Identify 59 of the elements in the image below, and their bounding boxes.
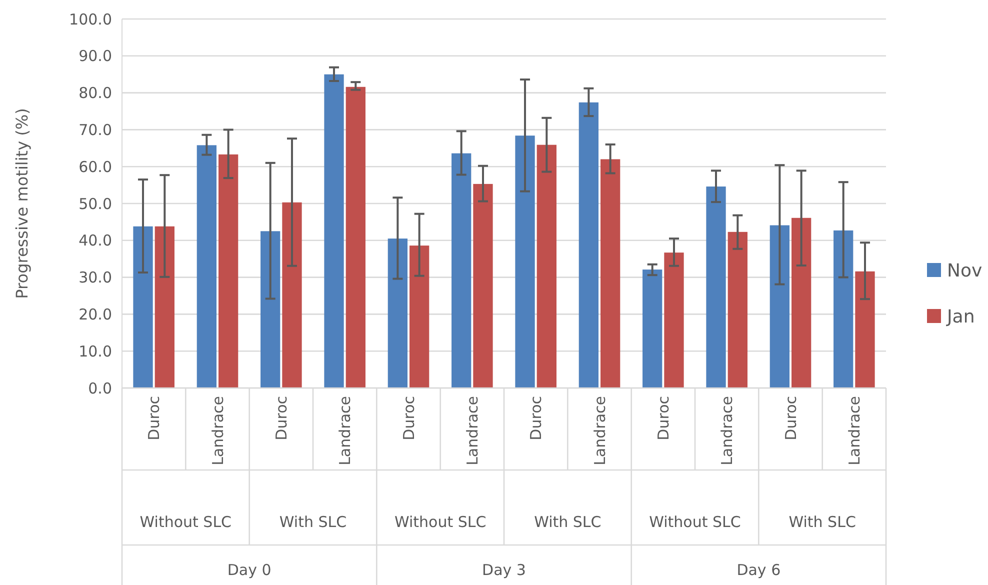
x-tick-label: Duroc	[782, 396, 800, 440]
bar	[133, 226, 153, 388]
text: With SLC	[534, 513, 602, 531]
bar	[282, 202, 302, 388]
bar	[600, 159, 620, 388]
bar	[515, 136, 535, 388]
bar	[154, 226, 174, 388]
y-tick-label: 30.0	[78, 268, 112, 287]
bar	[855, 271, 875, 388]
bar	[473, 184, 493, 388]
x-tick-label: Duroc	[272, 396, 290, 440]
x-tick-label: Landrace	[590, 396, 609, 466]
legend-label: Nov	[947, 260, 982, 282]
text: Day 3	[482, 561, 526, 579]
x-tick-label: Landrace	[718, 396, 736, 466]
y-axis-title: Progressive motility (%)	[12, 108, 32, 299]
bar	[196, 145, 216, 388]
x-tick-label: Landrace	[208, 396, 227, 466]
y-tick-label: 70.0	[78, 120, 112, 139]
text: With SLC	[788, 513, 856, 531]
bar	[792, 218, 812, 388]
y-tick-label: 90.0	[78, 47, 112, 66]
text: Day 0	[227, 561, 272, 579]
x-tick-label: Landrace	[845, 396, 864, 466]
y-tick-label: 40.0	[78, 232, 112, 250]
y-tick-label: 50.0	[78, 194, 112, 213]
bar	[706, 186, 726, 388]
bar	[324, 74, 344, 388]
text: Without SLC	[649, 513, 741, 531]
x-tick-label: Duroc	[527, 396, 546, 440]
legend-label: Jan	[946, 306, 975, 328]
x-tick-label: Duroc	[145, 396, 164, 440]
x-tick-label: Duroc	[400, 396, 418, 440]
text: Without SLC	[140, 513, 232, 531]
bar	[346, 86, 366, 388]
y-tick-label: 10.0	[78, 342, 112, 360]
bar	[834, 230, 854, 388]
bar	[452, 153, 472, 388]
text: Without SLC	[394, 513, 486, 531]
bar	[388, 238, 408, 388]
text: With SLC	[279, 513, 347, 531]
bar	[218, 154, 238, 388]
x-tick-label: Duroc	[654, 396, 672, 440]
y-tick-label: 80.0	[78, 84, 112, 102]
bar	[410, 246, 430, 388]
y-tick-label: 60.0	[78, 158, 112, 176]
y-tick-label: 100.0	[69, 10, 112, 28]
bar	[664, 252, 684, 388]
y-tick-label: 20.0	[78, 305, 112, 324]
y-tick-label: 0.0	[88, 379, 112, 398]
bar	[728, 232, 748, 388]
bar	[770, 225, 790, 388]
x-tick-label: Landrace	[463, 396, 482, 466]
bar	[642, 270, 662, 388]
text: Day 6	[736, 561, 781, 579]
bar	[260, 231, 280, 388]
bar	[536, 144, 556, 388]
x-tick-label: Landrace	[336, 396, 354, 466]
bar	[578, 102, 598, 388]
